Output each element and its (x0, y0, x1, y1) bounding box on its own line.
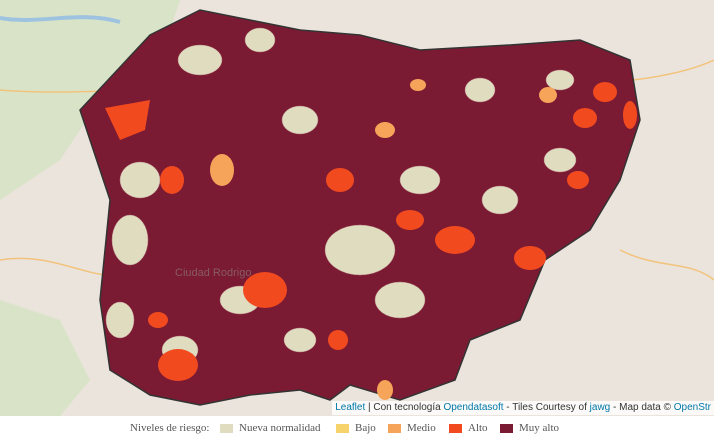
map-label: Ciudad Rodrigo (175, 267, 251, 279)
legend-label: Medio (407, 422, 436, 434)
legend-swatch (220, 423, 233, 433)
districts-medio (210, 79, 557, 400)
map[interactable]: Ciudad Rodrigo (0, 0, 714, 416)
road (619, 249, 714, 281)
legend-label: Nueva normalidad (239, 422, 321, 434)
attribution-text: - Tiles Courtesy of (506, 402, 587, 413)
legend-item: Nueva normalidad (220, 422, 321, 434)
legend-item: Muy alto (500, 422, 559, 434)
legend-item: Alto (449, 422, 488, 434)
attribution: Leaflet | Con tecnología Opendatasoft - … (332, 401, 714, 415)
link[interactable]: jawg (589, 402, 611, 413)
legend-label: Muy alto (519, 422, 560, 434)
attribution-text: - Map data © (613, 402, 671, 413)
attribution-text: | Con tecnología (368, 402, 441, 413)
legend-title: Niveles de riesgo: (130, 422, 210, 434)
river (0, 15, 121, 24)
link[interactable]: Leaflet (335, 402, 366, 413)
legend-label: Alto (468, 422, 488, 434)
legend-item: Medio (388, 422, 436, 434)
legend-swatch (336, 423, 349, 433)
legend: Niveles de riesgo: Nueva normalidad Bajo M… (0, 416, 714, 447)
terrain (0, 300, 90, 416)
legend-swatch (449, 423, 462, 433)
province (79, 9, 641, 406)
link[interactable]: OpenStr (673, 402, 711, 413)
legend-label: Bajo (355, 422, 376, 434)
link[interactable]: Opendatasoft (443, 402, 504, 413)
legend-item: Bajo (336, 422, 376, 434)
districts-alto (105, 82, 637, 381)
legend-swatch (500, 423, 513, 433)
legend-swatch (388, 423, 401, 433)
